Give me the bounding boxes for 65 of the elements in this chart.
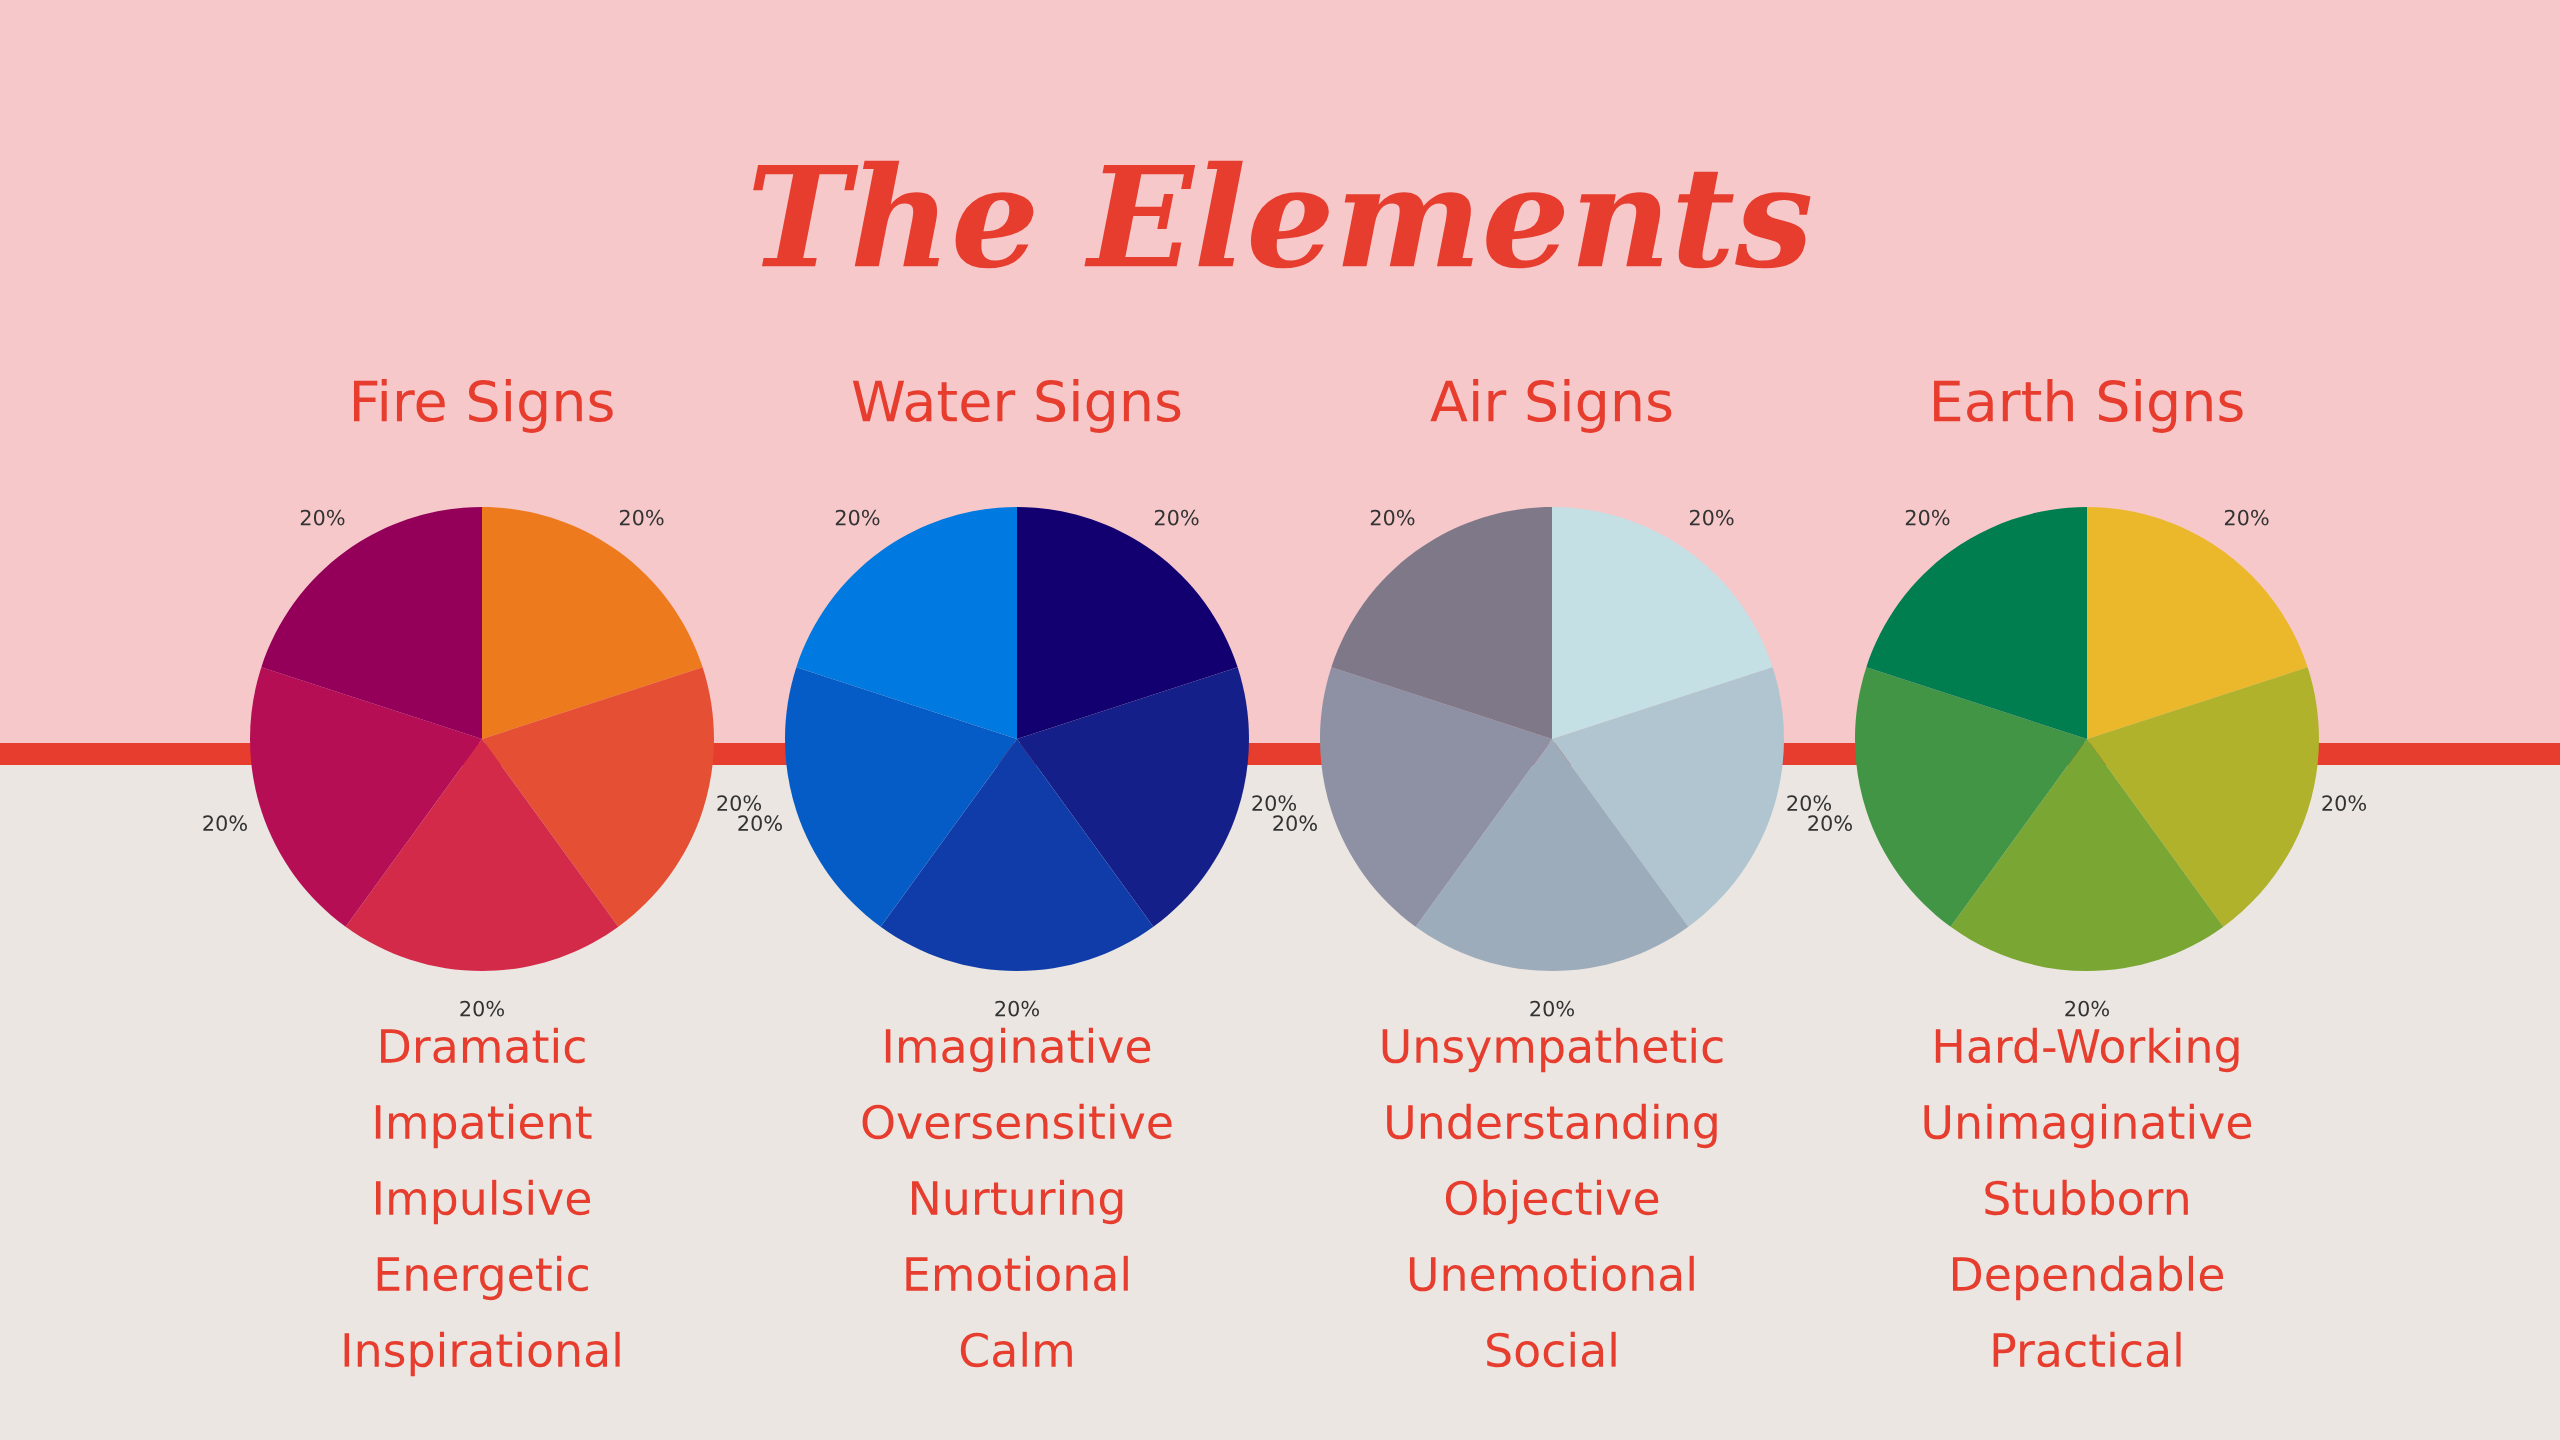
- pie-slice: [1415, 739, 1689, 971]
- data-label: 20%: [1530, 1000, 1574, 1017]
- text: Unimaginative: [1924, 1103, 2252, 1149]
- text: Oversensitive: [862, 1103, 1172, 1140]
- text: Emotional: [906, 1255, 1128, 1292]
- data-label: 20%: [1370, 509, 1415, 526]
- text: Impatient: [375, 1103, 592, 1149]
- pie-slice: [785, 667, 1017, 927]
- chart-title: Air Signs: [1430, 379, 1672, 433]
- pie-slice: [482, 667, 714, 927]
- data-label: 20%: [1689, 509, 1734, 526]
- pie-slice: [1017, 667, 1249, 927]
- pie-slice: [1855, 667, 2087, 927]
- data-label: 20%: [1252, 795, 1297, 811]
- text: The Elements: [753, 160, 1811, 269]
- pie-slice: [1950, 739, 2224, 971]
- data-label: 20%: [1273, 815, 1317, 832]
- pie-slice: [261, 507, 482, 739]
- text: Objective: [1445, 1179, 1659, 1225]
- pie-slice: [1331, 507, 1552, 739]
- pie-slice: [2087, 507, 2308, 739]
- data-label: 20%: [203, 815, 247, 832]
- pie-slice: [2087, 667, 2319, 927]
- text: Calm: [960, 1331, 1072, 1368]
- pie-slice: [1552, 667, 1784, 927]
- pie-slice: [796, 507, 1017, 739]
- text: Stubborn: [1985, 1179, 2188, 1216]
- chart-title: Water Signs: [852, 379, 1181, 433]
- data-label: 20%: [460, 1000, 504, 1017]
- pie-slice: [1552, 507, 1773, 739]
- data-label: 20%: [2322, 795, 2367, 811]
- data-label: 20%: [1787, 795, 1832, 811]
- data-label: 20%: [1808, 815, 1852, 832]
- data-label: 20%: [835, 509, 880, 526]
- text: Social: [1487, 1331, 1616, 1368]
- pie-slice: [1017, 507, 1238, 739]
- pie-slice: [1866, 507, 2087, 739]
- data-label: 20%: [717, 795, 762, 811]
- pie-slice: [482, 507, 703, 739]
- text: Hard-Working: [1935, 1027, 2239, 1073]
- text: Unemotional: [1409, 1255, 1694, 1292]
- text: Impulsive: [376, 1179, 591, 1225]
- data-label: 20%: [738, 815, 782, 832]
- data-label: 20%: [2065, 1000, 2109, 1017]
- pie-slice: [1320, 667, 1552, 927]
- text: Practical: [1993, 1331, 2181, 1368]
- text: Dependable: [1952, 1255, 2224, 1301]
- chart-title: Fire Signs: [354, 379, 613, 433]
- text: Dramatic: [381, 1027, 585, 1064]
- text: Inspirational: [344, 1331, 620, 1377]
- chart-title: Earth Signs: [1934, 379, 2243, 433]
- data-label: 20%: [1905, 509, 1950, 526]
- text: Imaginative: [885, 1027, 1151, 1073]
- data-label: 20%: [2224, 509, 2269, 526]
- pie-slice: [880, 739, 1154, 971]
- text: Energetic: [377, 1255, 588, 1301]
- data-label: 20%: [619, 509, 664, 526]
- text: Understanding: [1387, 1103, 1717, 1149]
- text: Unsympathetic: [1382, 1027, 1723, 1073]
- data-label: 20%: [995, 1000, 1039, 1017]
- pie-slice: [345, 739, 619, 971]
- text: Nurturing: [912, 1179, 1123, 1225]
- pie-slice: [250, 667, 482, 927]
- data-label: 20%: [300, 509, 345, 526]
- data-label: 20%: [1154, 509, 1199, 526]
